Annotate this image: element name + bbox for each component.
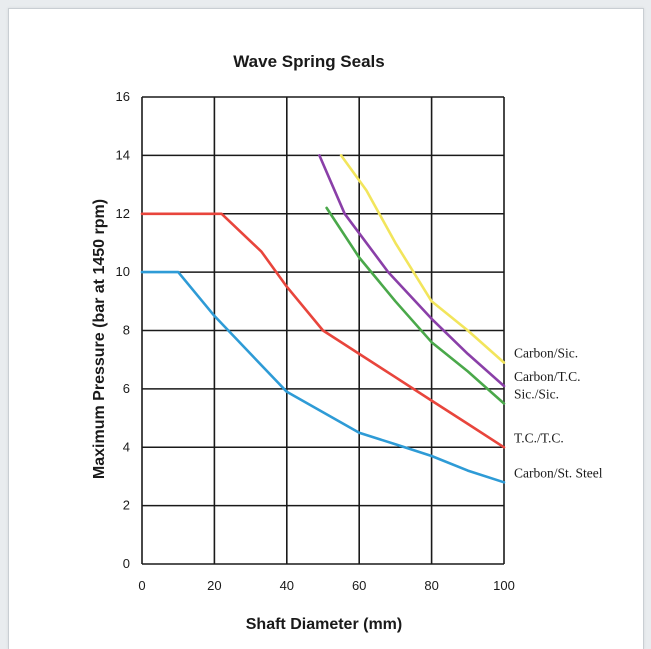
x-axis-ticks: 0 20 40 60 80 100 [138, 578, 514, 593]
series-line [140, 270, 506, 484]
x-tick-label: 20 [207, 578, 221, 593]
y-tick-label: 16 [116, 89, 130, 104]
legend-label: T.C./T.C. [514, 430, 564, 445]
grid [141, 96, 505, 565]
y-tick-label: 4 [123, 439, 130, 454]
series-lines [140, 154, 506, 484]
line-chart: Wave Spring Seals 0 2 4 6 8 10 12 14 16 0 20 40 60 8… [91, 52, 603, 633]
series-line [318, 154, 506, 388]
legend-label: Carbon/St. Steel [514, 465, 603, 480]
legend-label: Carbon/Sic. [514, 346, 578, 361]
legend: Carbon/Sic. Carbon/T.C. Sic./Sic. T.C./T.C.… [514, 346, 603, 481]
y-tick-label: 0 [123, 556, 130, 571]
y-tick-label: 10 [116, 264, 130, 279]
chart-title: Wave Spring Seals [233, 52, 384, 71]
series-line [325, 206, 506, 405]
x-tick-label: 40 [280, 578, 294, 593]
y-tick-label: 12 [116, 206, 130, 221]
x-tick-label: 80 [424, 578, 438, 593]
x-axis-label: Shaft Diameter (mm) [246, 616, 402, 633]
y-tick-label: 2 [123, 498, 130, 513]
y-tick-label: 14 [116, 147, 130, 162]
series-line [140, 212, 506, 449]
chart-panel: Wave Spring Seals 0 2 4 6 8 10 12 14 16 0 20 40 60 8… [8, 8, 644, 649]
y-tick-label: 6 [123, 381, 130, 396]
legend-label: Sic./Sic. [514, 386, 559, 401]
y-tick-label: 8 [123, 323, 130, 338]
series-line [339, 154, 506, 364]
y-axis-label: Maximum Pressure (bar at 1450 rpm) [91, 199, 108, 479]
y-axis-ticks: 0 2 4 6 8 10 12 14 16 [116, 89, 130, 571]
legend-label: Carbon/T.C. [514, 369, 581, 384]
x-tick-label: 0 [138, 578, 145, 593]
x-tick-label: 100 [493, 578, 515, 593]
x-tick-label: 60 [352, 578, 366, 593]
